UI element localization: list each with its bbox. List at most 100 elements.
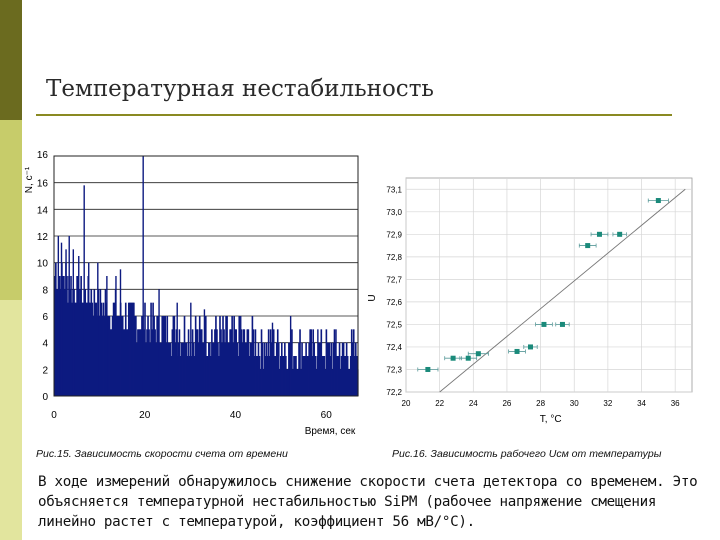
histogram-bar (163, 316, 166, 396)
histogram-bar (137, 329, 139, 396)
histogram-bar (248, 356, 251, 396)
histogram-bar (59, 276, 61, 396)
histogram-spike (176, 302, 178, 396)
histogram-bar (144, 302, 146, 396)
histogram-bar (328, 342, 331, 396)
histogram-bar (120, 316, 123, 396)
y-tick-label: 12 (37, 232, 49, 243)
histogram-bar (261, 342, 264, 396)
histogram-bar (232, 342, 234, 396)
histogram-bar (313, 342, 316, 396)
x-axis-label: T, °C (540, 414, 562, 425)
histogram-bar (276, 329, 279, 396)
histogram-bar (76, 276, 78, 396)
histogram-bar (230, 329, 232, 396)
histogram-bar (188, 356, 191, 396)
histogram-bar (125, 329, 128, 396)
y-axis-label: U (367, 294, 378, 301)
histogram-bar (354, 342, 357, 396)
histogram-bar (245, 342, 248, 396)
y-tick-label: 2 (42, 365, 48, 376)
histogram-bar (80, 276, 82, 396)
histogram-bar (134, 316, 136, 396)
y-tick-label: 0 (42, 392, 48, 403)
histogram-bar (214, 329, 216, 396)
histogram-bar (353, 356, 356, 396)
histogram-bar (333, 329, 336, 396)
histogram-bar (309, 329, 311, 396)
histogram-bar (284, 342, 286, 396)
sidebar-decoration (0, 0, 22, 540)
point-marker (527, 344, 533, 350)
histogram-bar (150, 302, 152, 396)
histogram-spike (271, 322, 274, 396)
histogram-bar (280, 342, 283, 396)
histogram-bar (252, 329, 255, 396)
histogram-bar (294, 356, 296, 396)
histogram-bar (319, 342, 322, 396)
histogram-bar (174, 342, 177, 396)
histogram-bar (243, 329, 246, 396)
histogram-bar (241, 342, 244, 396)
y-tick-label: 16 (37, 179, 49, 190)
histogram-bar (337, 356, 340, 396)
y-tick-label: 72,8 (386, 253, 402, 262)
histogram-bar (305, 342, 307, 396)
histogram-bar (162, 316, 165, 396)
histogram-bar (161, 316, 164, 396)
histogram-bar (250, 342, 253, 396)
y-tick-label: 6 (42, 312, 48, 323)
histogram-bar (84, 289, 87, 396)
histogram-spike (72, 249, 75, 396)
histogram-spike (335, 329, 337, 396)
histogram-bar (321, 356, 324, 396)
histogram-bar (99, 289, 102, 396)
x-tick-label: 0 (51, 410, 57, 421)
histogram-bar (193, 356, 196, 396)
histogram-spike (97, 262, 99, 396)
histogram-bar (285, 356, 287, 396)
histogram-bar (307, 356, 309, 396)
histogram-bar (56, 289, 58, 396)
histogram-bar (159, 342, 161, 396)
histogram-bar (143, 329, 145, 396)
histogram-bar (229, 329, 231, 396)
histogram-bar (289, 342, 291, 396)
histogram-bars (54, 156, 359, 396)
point-marker (596, 231, 602, 237)
data-point (578, 243, 597, 249)
histogram-bar (197, 342, 200, 396)
histogram-spike (203, 309, 206, 396)
histogram-bar (167, 342, 170, 396)
histogram-bar (170, 356, 173, 396)
x-tick-label: 24 (469, 399, 478, 408)
histogram-bar (131, 302, 133, 396)
histogram-bar (259, 369, 262, 396)
histogram-bar (199, 329, 202, 396)
point-marker (475, 351, 481, 357)
histogram-bar (267, 329, 270, 396)
histogram-bar (181, 342, 184, 396)
histogram-bar (94, 302, 97, 396)
histogram-bar (249, 342, 252, 396)
histogram-bar (108, 316, 111, 396)
histogram-spike (158, 289, 160, 396)
title-underline (36, 114, 672, 116)
data-point (647, 198, 669, 204)
x-tick-label: 20 (139, 410, 151, 421)
y-tick-label: 72,3 (386, 365, 402, 374)
histogram-bar (242, 329, 245, 396)
histogram-bar (326, 342, 329, 396)
histogram-bar (299, 329, 301, 396)
histogram-bar (277, 342, 280, 396)
histogram-bar (349, 356, 352, 396)
histogram-spike (57, 236, 60, 396)
histogram-bar (124, 302, 127, 396)
histogram-bar (196, 329, 199, 396)
histogram-bar (227, 342, 229, 396)
histogram-bar (164, 316, 167, 396)
histogram-bar (339, 369, 342, 396)
histogram-bar (122, 329, 125, 396)
histogram-bar (323, 356, 326, 396)
histogram-bar (180, 342, 183, 396)
